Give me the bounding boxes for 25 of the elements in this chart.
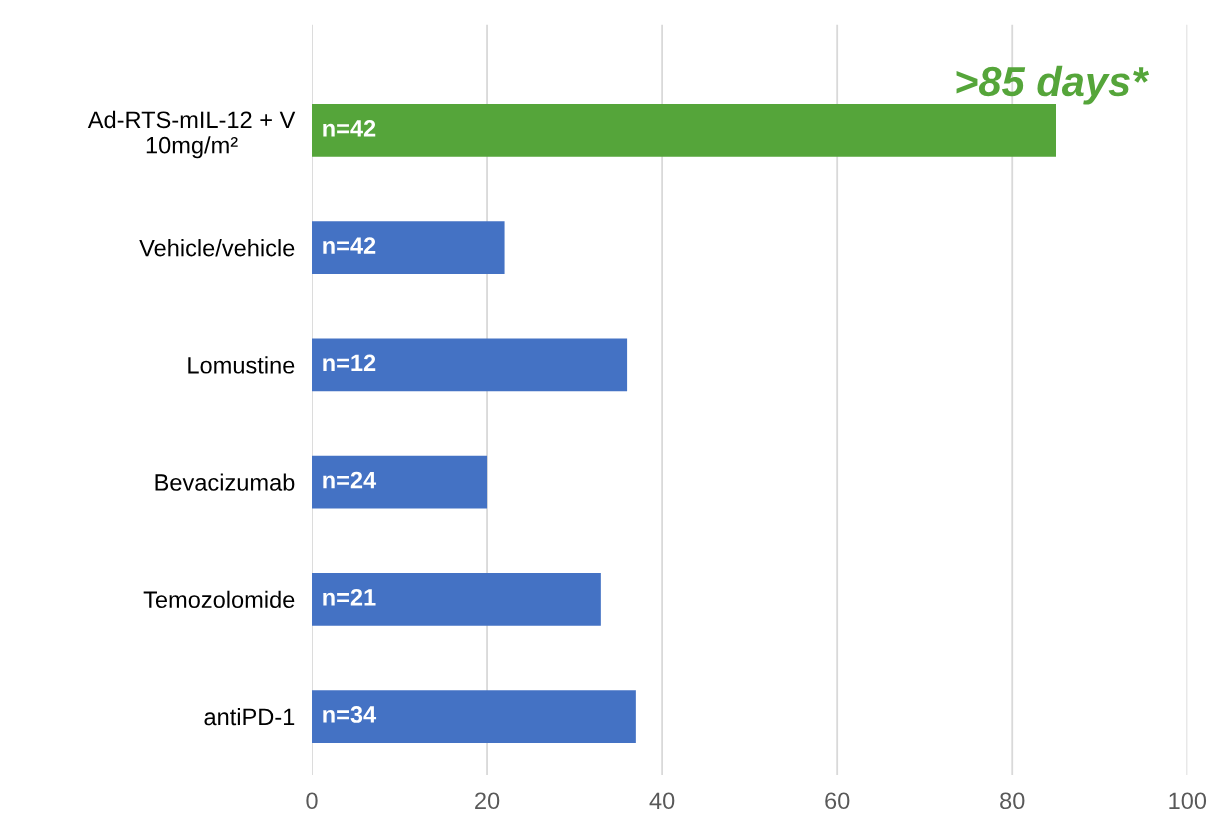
y-tick-label: Vehicle/vehicle [139,239,295,257]
annotation: n=24 [323,471,377,489]
bar [312,572,601,626]
x-tick-label: 60 [825,792,850,810]
annotation: n=42 [323,119,376,137]
annotation: n=34 [323,706,377,723]
bar [312,455,488,509]
y-tick-label: Temozolomide [143,590,295,609]
x-tick-label: 20 [475,792,500,810]
annotation: n=12 [323,354,376,371]
bar [312,221,505,274]
annotation: >85 days* [956,65,1150,105]
y-tick-label: Bevacizumab [155,473,295,491]
bar [312,104,1056,157]
bar [312,690,636,743]
annotation: n=42 [323,237,376,254]
y-tick-label: antiPD-1 [204,707,295,726]
annotation: n=21 [323,588,376,606]
y-tick-label: Lomustine [188,356,295,374]
x-tick-label: 80 [1000,792,1025,810]
y-tick-label: Ad-RTS-mIL-12 + V 10mg/m² [87,110,296,159]
x-tick-label: 40 [649,792,675,810]
x-tick-label: 100 [1169,792,1207,810]
x-tick-label: 0 [306,792,318,810]
bar [312,338,628,392]
